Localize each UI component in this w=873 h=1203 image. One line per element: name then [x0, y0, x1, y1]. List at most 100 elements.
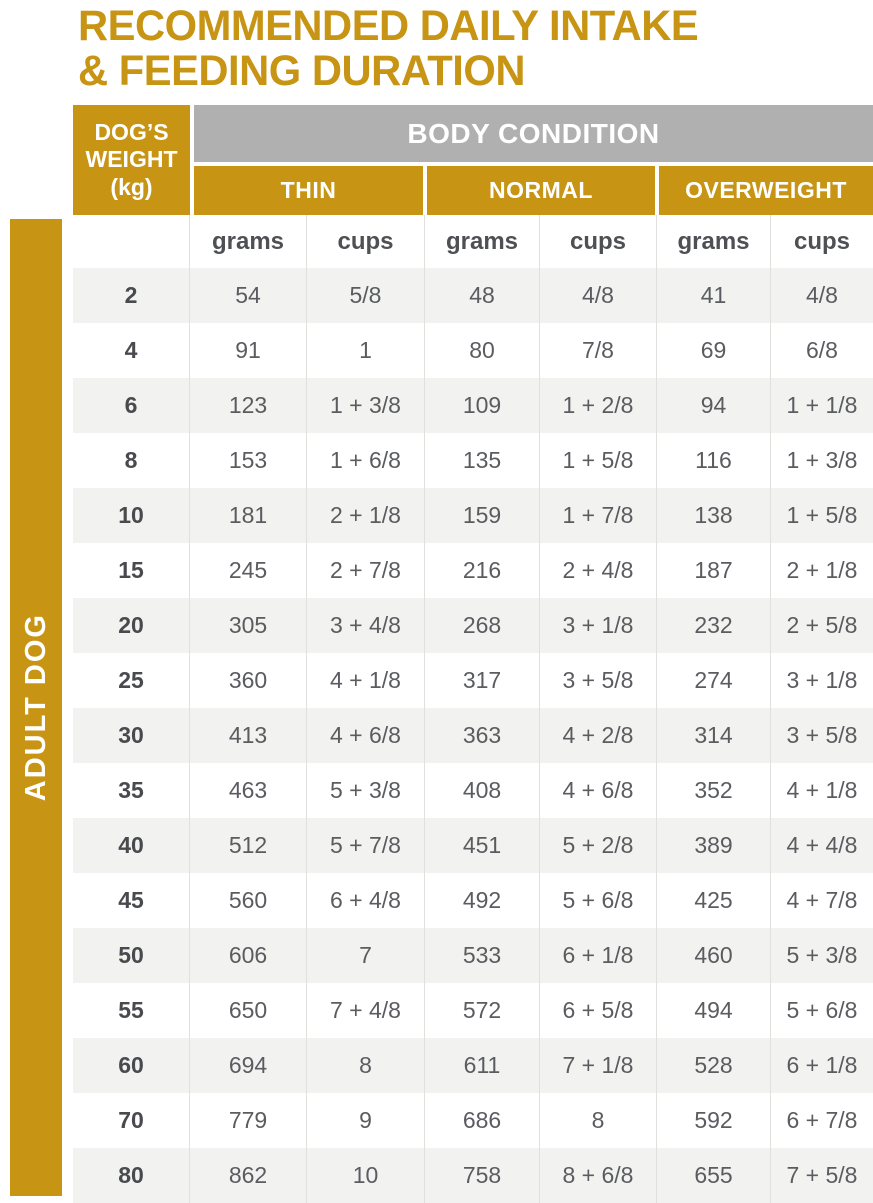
value-cell: 1 + 3/8 [307, 378, 425, 433]
table-row: 4 91 1 80 7/8 69 6/8 [73, 323, 873, 378]
units-spacer-cell [73, 215, 190, 268]
value-cell: 7 [307, 928, 425, 983]
value-cell: 2 + 5/8 [786, 612, 858, 638]
value-cell: 492 [425, 873, 540, 928]
weight-header-line: WEIGHT [85, 146, 178, 173]
value-cell: 48 [425, 268, 540, 323]
value-cell: 314 [657, 708, 771, 763]
table-row: 8 153 1 + 6/8 135 1 + 5/8 116 1 + 3/8 [73, 433, 873, 488]
value-cell: 6/8 [806, 337, 838, 363]
value-cell: 650 [190, 983, 307, 1038]
value-cell: 123 [190, 378, 307, 433]
weight-header: DOG’S WEIGHT (kg) [73, 105, 190, 215]
value-cell: 274 [657, 653, 771, 708]
value-cell: 4 + 6/8 [307, 708, 425, 763]
value-cell: 5 + 3/8 [786, 942, 858, 968]
value-cell: 1 + 3/8 [786, 447, 858, 473]
value-cell: 4 + 2/8 [540, 708, 657, 763]
table-row: 20 305 3 + 4/8 268 3 + 1/8 232 2 + 5/8 [73, 598, 873, 653]
value-cell: 3 + 5/8 [540, 653, 657, 708]
value-cell: 245 [190, 543, 307, 598]
value-cell: 8 + 6/8 [540, 1148, 657, 1203]
value-cell: 6 + 4/8 [307, 873, 425, 928]
value-cell: 4 + 4/8 [786, 832, 858, 858]
value-cell: 181 [190, 488, 307, 543]
value-cell: 2 + 7/8 [307, 543, 425, 598]
value-cell: 655 [657, 1148, 771, 1203]
value-cell: 1 + 5/8 [540, 433, 657, 488]
value-cell: 592 [657, 1093, 771, 1148]
weight-cell: 2 [73, 268, 190, 323]
value-cell: 3 + 1/8 [540, 598, 657, 653]
value-cell: 232 [657, 598, 771, 653]
weight-cell: 8 [73, 433, 190, 488]
title-line-2: & FEEDING DURATION [78, 46, 525, 95]
table-row: 10 181 2 + 1/8 159 1 + 7/8 138 1 + 5/8 [73, 488, 873, 543]
value-cell: 268 [425, 598, 540, 653]
table-row: 50 606 7 533 6 + 1/8 460 5 + 3/8 [73, 928, 873, 983]
value-cell: 463 [190, 763, 307, 818]
value-cell: 91 [190, 323, 307, 378]
value-cell: 5 + 6/8 [786, 997, 858, 1023]
value-cell: 460 [657, 928, 771, 983]
value-cell: 4/8 [540, 268, 657, 323]
value-cell: 494 [657, 983, 771, 1038]
value-cell: 138 [657, 488, 771, 543]
value-cell: 6 + 1/8 [786, 1052, 858, 1078]
table-row: 25 360 4 + 1/8 317 3 + 5/8 274 3 + 1/8 [73, 653, 873, 708]
value-cell: 352 [657, 763, 771, 818]
value-cell: 572 [425, 983, 540, 1038]
weight-cell: 25 [73, 653, 190, 708]
table-row: 35 463 5 + 3/8 408 4 + 6/8 352 4 + 1/8 [73, 763, 873, 818]
body-condition-column: BODY CONDITION THIN NORMAL OVERWEIGHT [194, 105, 873, 215]
value-cell: 1 + 5/8 [786, 502, 858, 528]
page-title: RECOMMENDED DAILY INTAKE & FEEDING DURAT… [78, 2, 699, 95]
value-cell: 7/8 [540, 323, 657, 378]
body-condition-header: BODY CONDITION [194, 105, 873, 162]
table-row: 40 512 5 + 7/8 451 5 + 2/8 389 4 + 4/8 [73, 818, 873, 873]
value-cell: 8 [307, 1038, 425, 1093]
value-cell: 408 [425, 763, 540, 818]
value-cell: 4 + 7/8 [786, 887, 858, 913]
value-cell: 5 + 3/8 [307, 763, 425, 818]
adult-dog-sidebar: ADULT DOG [10, 219, 62, 1196]
value-cell: 694 [190, 1038, 307, 1093]
units-row: grams cups grams cups grams cups [73, 215, 873, 268]
table-row: 15 245 2 + 7/8 216 2 + 4/8 187 2 + 1/8 [73, 543, 873, 598]
unit-header-cell: grams [425, 215, 540, 268]
value-cell: 6 + 5/8 [540, 983, 657, 1038]
value-cell: 69 [657, 323, 771, 378]
weight-cell: 45 [73, 873, 190, 928]
weight-cell: 15 [73, 543, 190, 598]
value-cell: 41 [657, 268, 771, 323]
feeding-table: DOG’S WEIGHT (kg) BODY CONDITION THIN NO… [73, 105, 873, 1203]
weight-cell: 30 [73, 708, 190, 763]
table-row: 30 413 4 + 6/8 363 4 + 2/8 314 3 + 5/8 [73, 708, 873, 763]
table-row: 80 862 10 758 8 + 6/8 655 7 + 5/8 [73, 1148, 873, 1203]
value-cell: 5 + 6/8 [540, 873, 657, 928]
table-body: 2 54 5/8 48 4/8 41 4/8 4 91 1 80 7/8 69 … [73, 268, 873, 1203]
value-cell: 153 [190, 433, 307, 488]
value-cell: 3 + 5/8 [786, 722, 858, 748]
adult-dog-label: ADULT DOG [19, 613, 52, 802]
value-cell: 135 [425, 433, 540, 488]
weight-cell: 4 [73, 323, 190, 378]
value-cell: 1 + 7/8 [540, 488, 657, 543]
unit-header-cell: cups [793, 227, 850, 255]
value-cell: 54 [190, 268, 307, 323]
value-cell: 10 [307, 1148, 425, 1203]
value-cell: 686 [425, 1093, 540, 1148]
value-cell: 7 + 5/8 [786, 1162, 858, 1188]
table-row: 60 694 8 611 7 + 1/8 528 6 + 1/8 [73, 1038, 873, 1093]
value-cell: 5 + 7/8 [307, 818, 425, 873]
value-cell: 187 [657, 543, 771, 598]
value-cell: 862 [190, 1148, 307, 1203]
value-cell: 6 + 1/8 [540, 928, 657, 983]
value-cell: 606 [190, 928, 307, 983]
value-cell: 1 [307, 323, 425, 378]
value-cell: 2 + 4/8 [540, 543, 657, 598]
value-cell: 80 [425, 323, 540, 378]
value-cell: 4 + 6/8 [540, 763, 657, 818]
title-line-1: RECOMMENDED DAILY INTAKE [78, 2, 699, 50]
value-cell: 389 [657, 818, 771, 873]
